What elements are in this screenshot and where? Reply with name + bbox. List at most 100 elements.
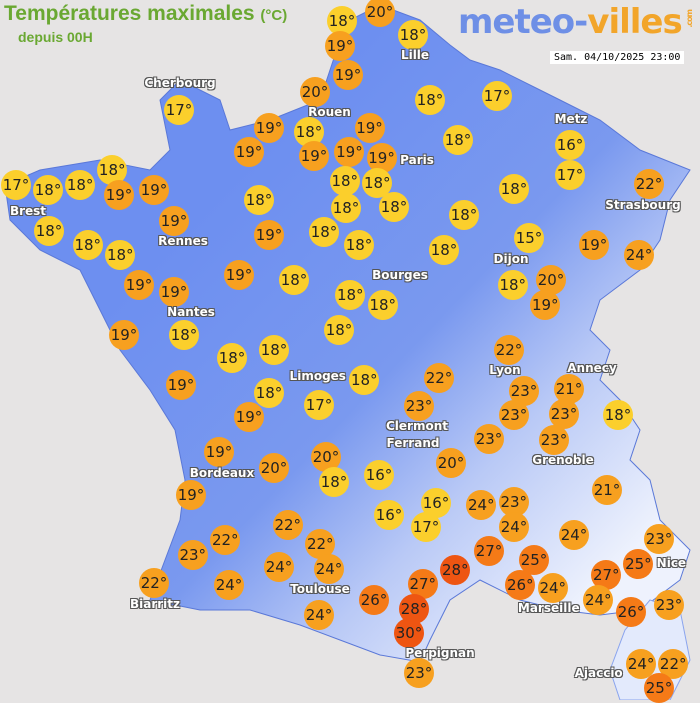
temperature-marker[interactable]: 24° <box>304 600 334 630</box>
temperature-marker[interactable]: 18° <box>335 280 366 310</box>
temperature-marker[interactable]: 23° <box>549 398 579 429</box>
temperature-marker[interactable]: 17° <box>411 512 441 543</box>
temperature-marker[interactable]: 18° <box>97 155 128 185</box>
temperature-marker[interactable]: 19° <box>234 402 264 433</box>
temperature-marker[interactable]: 18° <box>33 175 64 206</box>
temperature-marker[interactable]: 19° <box>254 220 284 250</box>
temperature-marker[interactable]: 18° <box>217 343 247 373</box>
temperature-marker[interactable]: 25° <box>644 673 674 703</box>
temperature-marker[interactable]: 19° <box>124 270 154 300</box>
temperature-marker[interactable]: 23° <box>539 425 569 455</box>
temperature-marker[interactable]: 23° <box>177 540 208 570</box>
temperature-marker[interactable]: 18° <box>294 117 324 148</box>
temperature-marker[interactable]: 17° <box>1 170 31 200</box>
temperature-marker[interactable]: 28° <box>440 555 471 585</box>
temperature-marker[interactable]: 19° <box>530 289 561 320</box>
temperature-marker[interactable]: 17° <box>164 95 194 125</box>
temperature-marker[interactable]: 19° <box>333 60 363 90</box>
temperature-marker[interactable]: 16° <box>421 487 451 518</box>
temperature-marker[interactable]: 23° <box>404 390 434 421</box>
temperature-marker[interactable]: 22° <box>424 363 454 393</box>
temperature-marker[interactable]: 18° <box>499 174 529 204</box>
temperature-marker[interactable]: 19° <box>334 137 365 168</box>
temperature-marker[interactable]: 19° <box>254 112 284 143</box>
temperature-marker[interactable]: 18° <box>443 125 473 155</box>
temperature-marker[interactable]: 22° <box>658 648 689 679</box>
temperature-marker[interactable]: 22° <box>210 525 241 555</box>
temperature-marker[interactable]: 18° <box>65 170 96 200</box>
temperature-marker[interactable]: 23° <box>404 658 434 689</box>
temperature-marker[interactable]: 18° <box>329 166 360 196</box>
temperature-marker[interactable]: 19° <box>176 480 206 510</box>
temperature-marker[interactable]: 18° <box>349 365 380 395</box>
temperature-marker[interactable]: 19° <box>159 276 189 307</box>
temperature-marker[interactable]: 24° <box>537 572 568 603</box>
temperature-marker[interactable]: 18° <box>34 215 64 246</box>
temperature-marker[interactable]: 16° <box>555 130 585 160</box>
temperature-marker[interactable]: 25° <box>623 548 654 579</box>
temperature-marker[interactable]: 24° <box>466 490 497 520</box>
temperature-marker[interactable]: 24° <box>314 553 344 584</box>
temperature-marker[interactable]: 22° <box>305 529 336 560</box>
temperature-marker[interactable]: 20° <box>311 442 341 472</box>
temperature-marker[interactable]: 18° <box>244 185 274 215</box>
temperature-marker[interactable]: 18° <box>309 217 339 248</box>
temperature-marker[interactable]: 18° <box>279 265 309 295</box>
temperature-marker[interactable]: 20° <box>365 0 395 27</box>
temperature-marker[interactable]: 24° <box>264 551 294 582</box>
temperature-marker[interactable]: 19° <box>366 143 397 174</box>
temperature-marker[interactable]: 22° <box>272 510 303 540</box>
temperature-marker[interactable]: 19° <box>354 112 385 143</box>
temperature-marker[interactable]: 16° <box>374 500 404 530</box>
temperature-marker[interactable]: 27° <box>407 569 438 600</box>
temperature-marker[interactable]: 19° <box>166 370 196 400</box>
temperature-marker[interactable]: 18° <box>367 290 398 320</box>
temperature-marker[interactable]: 18° <box>254 377 284 408</box>
temperature-marker[interactable]: 18° <box>105 240 136 270</box>
temperature-marker[interactable]: 22° <box>494 335 524 366</box>
temperature-marker[interactable]: 19° <box>159 205 189 236</box>
temperature-marker[interactable]: 17° <box>555 160 585 190</box>
temperature-marker[interactable]: 18° <box>603 400 633 430</box>
temperature-marker[interactable]: 18° <box>362 167 393 198</box>
temperature-marker[interactable]: 24° <box>214 570 244 600</box>
temperature-marker[interactable]: 22° <box>139 568 169 599</box>
temperature-marker[interactable]: 18° <box>72 230 103 260</box>
temperature-marker[interactable]: 16° <box>364 460 394 490</box>
temperature-marker[interactable]: 18° <box>415 85 445 115</box>
temperature-marker[interactable]: 20° <box>300 76 330 107</box>
temperature-marker[interactable]: 24° <box>624 240 654 270</box>
temperature-marker[interactable]: 19° <box>204 437 234 468</box>
temperature-marker[interactable]: 18° <box>344 230 374 260</box>
temperature-marker[interactable]: 21° <box>592 475 622 505</box>
temperature-marker[interactable]: 18° <box>324 315 354 345</box>
temperature-marker[interactable]: 19° <box>234 137 264 168</box>
temperature-marker[interactable]: 23° <box>474 424 504 455</box>
temperature-marker[interactable]: 27° <box>474 535 504 566</box>
temperature-marker[interactable]: 26° <box>359 585 389 615</box>
temperature-marker[interactable]: 22° <box>634 169 664 200</box>
temperature-marker[interactable]: 24° <box>583 585 614 615</box>
temperature-marker[interactable]: 27° <box>591 560 622 590</box>
temperature-marker[interactable]: 23° <box>654 590 684 620</box>
temperature-marker[interactable]: 19° <box>109 320 139 350</box>
temperature-marker[interactable]: 18° <box>331 192 361 223</box>
temperature-marker[interactable]: 18° <box>319 467 349 497</box>
temperature-marker[interactable]: 20° <box>259 453 289 483</box>
temperature-marker[interactable]: 19° <box>579 230 609 260</box>
temperature-marker[interactable]: 19° <box>325 30 355 61</box>
temperature-marker[interactable]: 19° <box>139 175 169 205</box>
meteo-villes-logo[interactable]: meteo-villes .com <box>458 2 694 42</box>
temperature-marker[interactable]: 24° <box>499 511 529 542</box>
temperature-marker[interactable]: 18° <box>449 200 479 230</box>
temperature-marker[interactable]: 19° <box>104 180 134 210</box>
temperature-marker[interactable]: 26° <box>616 597 646 627</box>
temperature-marker[interactable]: 18° <box>429 235 459 265</box>
temperature-marker[interactable]: 26° <box>505 569 536 600</box>
temperature-marker[interactable]: 24° <box>559 520 589 550</box>
temperature-marker[interactable]: 30° <box>394 618 424 649</box>
temperature-marker[interactable]: 23° <box>644 524 674 555</box>
temperature-marker[interactable]: 18° <box>497 270 528 300</box>
temperature-marker[interactable]: 18° <box>259 335 289 365</box>
temperature-marker[interactable]: 23° <box>499 400 529 431</box>
